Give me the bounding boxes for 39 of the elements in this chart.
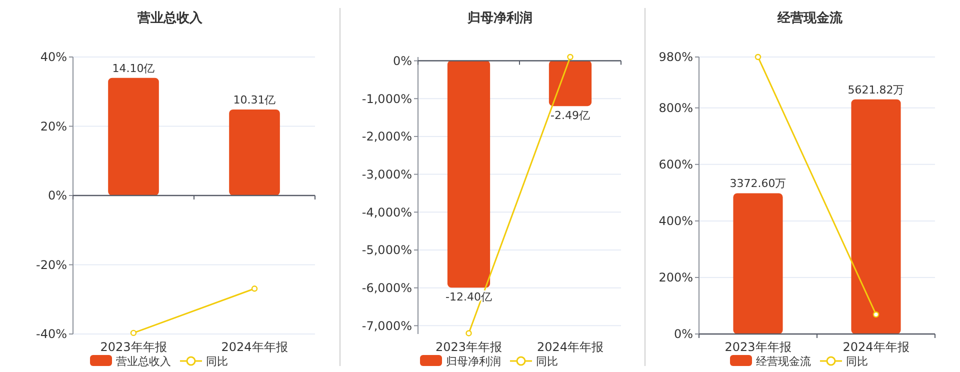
y-tick-label: -20% [36, 258, 67, 272]
y-tick-label: -5,000% [362, 243, 412, 258]
y-tick-label: -1,000% [362, 92, 412, 106]
y-tick-label: 200% [658, 270, 693, 285]
y-tick-label: 600% [658, 158, 693, 172]
legend-label: 同比 [846, 354, 868, 368]
data-label: -2.49亿 [550, 109, 590, 122]
legend-label: 同比 [206, 354, 228, 368]
x-tick-label: 2023年年报 [100, 340, 167, 354]
y-tick-label: 0% [674, 327, 693, 342]
x-tick-label: 2024年年报 [842, 340, 910, 354]
legend-label: 经营现金流 [756, 354, 811, 368]
y-tick-label: -7,000% [362, 318, 412, 333]
y-tick-label: 800% [658, 101, 693, 116]
chart-title: 归母净利润 [466, 10, 532, 26]
y-tick-label: 980% [658, 50, 693, 64]
y-tick-label: 0% [48, 188, 67, 203]
y-tick-label: 20% [40, 119, 67, 134]
y-tick-label: 40% [40, 50, 67, 64]
legend-label: 同比 [536, 354, 558, 368]
y-tick-label: -4,000% [362, 205, 412, 220]
legend-label: 归母净利润 [446, 354, 501, 368]
data-label: 10.31亿 [233, 93, 276, 106]
y-tick-label: -40% [36, 327, 67, 342]
y-tick-label: -2,000% [362, 130, 412, 144]
y-tick-label: 0% [392, 54, 412, 68]
x-tick-label: 2023年年报 [435, 340, 502, 354]
y-tick-label: -6,000% [362, 281, 412, 296]
x-tick-label: 2024年年报 [221, 340, 288, 354]
chart-title: 经营现金流 [776, 10, 844, 26]
legend-label: 营业总收入 [116, 354, 171, 368]
data-label: 5621.82万 [848, 83, 904, 96]
data-label: 14.10亿 [112, 62, 155, 75]
x-tick-label: 2023年年报 [724, 340, 792, 354]
chart-title: 营业总收入 [136, 10, 204, 26]
y-tick-label: 400% [658, 214, 693, 228]
data-label: 3372.60万 [730, 177, 786, 190]
y-tick-label: -3,000% [362, 168, 412, 182]
x-tick-label: 2024年年报 [536, 340, 604, 354]
